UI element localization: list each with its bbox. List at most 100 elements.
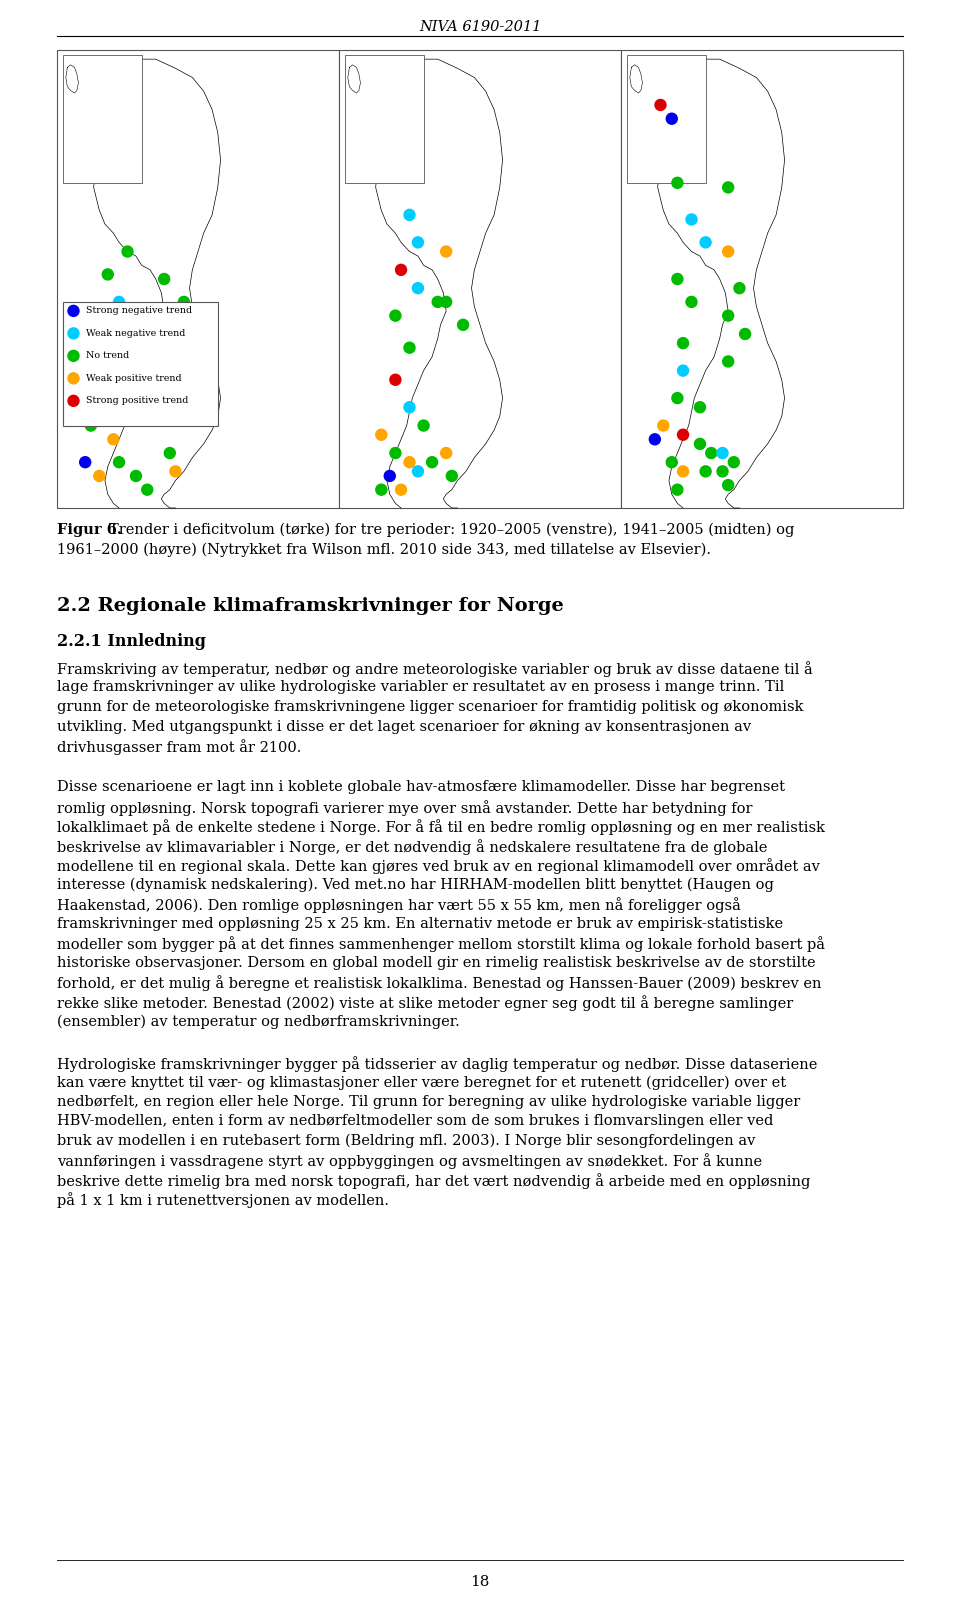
Text: modeller som bygger på at det finnes sammenhenger mellom storstilt klima og loka: modeller som bygger på at det finnes sam… [57, 936, 825, 952]
Circle shape [103, 342, 113, 353]
Text: beskrivelse av klimavariabler i Norge, er det nødvendig å nedskalere resultatene: beskrivelse av klimavariabler i Norge, e… [57, 838, 767, 854]
Circle shape [97, 319, 108, 331]
Circle shape [68, 327, 79, 339]
Text: NIVA 6190-2011: NIVA 6190-2011 [419, 21, 541, 34]
Circle shape [655, 99, 666, 110]
Circle shape [666, 457, 677, 468]
Circle shape [723, 310, 733, 321]
Bar [57, 50, 903, 508]
Circle shape [723, 246, 733, 257]
Circle shape [68, 396, 79, 406]
Circle shape [649, 434, 660, 446]
Circle shape [164, 447, 176, 458]
Circle shape [390, 374, 401, 385]
Circle shape [404, 342, 415, 353]
Circle shape [723, 479, 733, 490]
Circle shape [729, 457, 739, 468]
Circle shape [413, 236, 423, 248]
Circle shape [441, 297, 451, 307]
Text: vannføringen i vassdragene styrt av oppbyggingen og avsmeltingen av snødekket. F: vannføringen i vassdragene styrt av oppb… [57, 1153, 762, 1169]
Circle shape [113, 457, 125, 468]
Text: 18: 18 [470, 1575, 490, 1589]
Circle shape [739, 329, 751, 340]
Circle shape [446, 471, 457, 481]
Text: lokalklimaet på de enkelte stedene i Norge. For å få til en bedre romlig oppløsn: lokalklimaet på de enkelte stedene i Nor… [57, 819, 825, 835]
Circle shape [404, 209, 415, 220]
Circle shape [672, 177, 683, 188]
Circle shape [68, 350, 79, 361]
Circle shape [103, 268, 113, 279]
Text: framskrivninger med oppløsning 25 x 25 km. En alternativ metode er bruk av empir: framskrivninger med oppløsning 25 x 25 k… [57, 917, 783, 931]
Circle shape [384, 471, 396, 481]
Text: Trender i deficitvolum (tørke) for tre perioder: 1920–2005 (venstre), 1941–2005 : Trender i deficitvolum (tørke) for tre p… [109, 522, 794, 538]
Circle shape [179, 297, 189, 307]
Text: kan være knyttet til vær- og klimastasjoner eller være beregnet for et rutenett : kan være knyttet til vær- og klimastasjo… [57, 1075, 786, 1089]
Circle shape [80, 457, 90, 468]
Text: Weak positive trend: Weak positive trend [85, 374, 181, 383]
Text: 2.2.1 Innledning: 2.2.1 Innledning [57, 632, 206, 650]
Text: historiske observasjoner. Dersom en global modell gir en rimelig realistisk besk: historiske observasjoner. Dersom en glob… [57, 957, 816, 969]
Circle shape [672, 393, 683, 404]
Bar [62, 302, 218, 425]
Circle shape [404, 457, 415, 468]
Circle shape [390, 447, 401, 458]
Circle shape [108, 434, 119, 446]
Text: 2.2 Regionale klimaframskrivninger for Norge: 2.2 Regionale klimaframskrivninger for N… [57, 597, 564, 615]
Circle shape [113, 297, 125, 307]
Text: Weak negative trend: Weak negative trend [85, 329, 185, 339]
Circle shape [103, 402, 113, 412]
Text: drivhusgasser fram mot år 2100.: drivhusgasser fram mot år 2100. [57, 739, 301, 755]
Circle shape [706, 447, 717, 458]
Circle shape [686, 214, 697, 225]
Circle shape [723, 356, 733, 367]
Text: modellene til en regional skala. Dette kan gjøres ved bruk av en regional klimam: modellene til en regional skala. Dette k… [57, 859, 820, 875]
Circle shape [390, 310, 401, 321]
Circle shape [694, 439, 706, 449]
Circle shape [413, 466, 423, 478]
Circle shape [723, 182, 733, 193]
Text: beskrive dette rimelig bra med norsk topografi, har det vært nødvendig å arbeide: beskrive dette rimelig bra med norsk top… [57, 1174, 810, 1188]
Text: Hydrologiske framskrivninger bygger på tidsserier av daglig temperatur og nedbør: Hydrologiske framskrivninger bygger på t… [57, 1056, 817, 1072]
Circle shape [717, 466, 728, 478]
Circle shape [94, 471, 105, 481]
Text: Haakenstad, 2006). Den romlige oppløsningen har vært 55 x 55 km, men nå foreligg: Haakenstad, 2006). Den romlige oppløsnin… [57, 898, 741, 913]
Bar [339, 50, 621, 508]
Circle shape [672, 484, 683, 495]
Circle shape [700, 466, 711, 478]
Circle shape [419, 420, 429, 431]
Text: HBV-modellen, enten i form av nedbørfeltmodeller som de som brukes i flomvarslin: HBV-modellen, enten i form av nedbørfelt… [57, 1115, 774, 1129]
Bar [627, 54, 706, 182]
Circle shape [375, 484, 387, 495]
Text: No trend: No trend [85, 351, 130, 361]
Circle shape [131, 471, 141, 481]
Bar [57, 50, 339, 508]
Circle shape [734, 283, 745, 294]
Circle shape [375, 430, 387, 441]
Text: på 1 x 1 km i rutenettversjonen av modellen.: på 1 x 1 km i rutenettversjonen av model… [57, 1193, 389, 1209]
Text: Strong positive trend: Strong positive trend [85, 396, 188, 406]
Bar [345, 54, 423, 182]
Circle shape [672, 273, 683, 284]
Circle shape [458, 319, 468, 331]
Text: utvikling. Med utgangspunkt i disse er det laget scenarioer for økning av konsen: utvikling. Med utgangspunkt i disse er d… [57, 720, 751, 733]
Circle shape [441, 447, 451, 458]
Circle shape [717, 447, 728, 458]
Circle shape [119, 356, 131, 367]
Text: Figur 6.: Figur 6. [57, 522, 122, 537]
Circle shape [158, 273, 170, 284]
Text: rekke slike metoder. Benestad (2002) viste at slike metoder egner seg godt til å: rekke slike metoder. Benestad (2002) vis… [57, 995, 793, 1011]
Circle shape [413, 283, 423, 294]
Circle shape [678, 430, 688, 441]
Bar [621, 50, 903, 508]
Circle shape [432, 297, 444, 307]
Circle shape [85, 420, 96, 431]
Circle shape [694, 402, 706, 412]
Circle shape [678, 466, 688, 478]
Text: forhold, er det mulig å beregne et realistisk lokalklima. Benestad og Hanssen-Ba: forhold, er det mulig å beregne et reali… [57, 976, 822, 992]
Text: lage framskrivninger av ulike hydrologiske variabler er resultatet av en prosess: lage framskrivninger av ulike hydrologis… [57, 680, 784, 695]
Circle shape [170, 466, 180, 478]
Circle shape [678, 337, 688, 348]
Circle shape [686, 297, 697, 307]
Circle shape [396, 265, 406, 275]
Text: 1961–2000 (høyre) (Nytrykket fra Wilson mfl. 2010 side 343, med tillatelse av El: 1961–2000 (høyre) (Nytrykket fra Wilson … [57, 543, 711, 557]
